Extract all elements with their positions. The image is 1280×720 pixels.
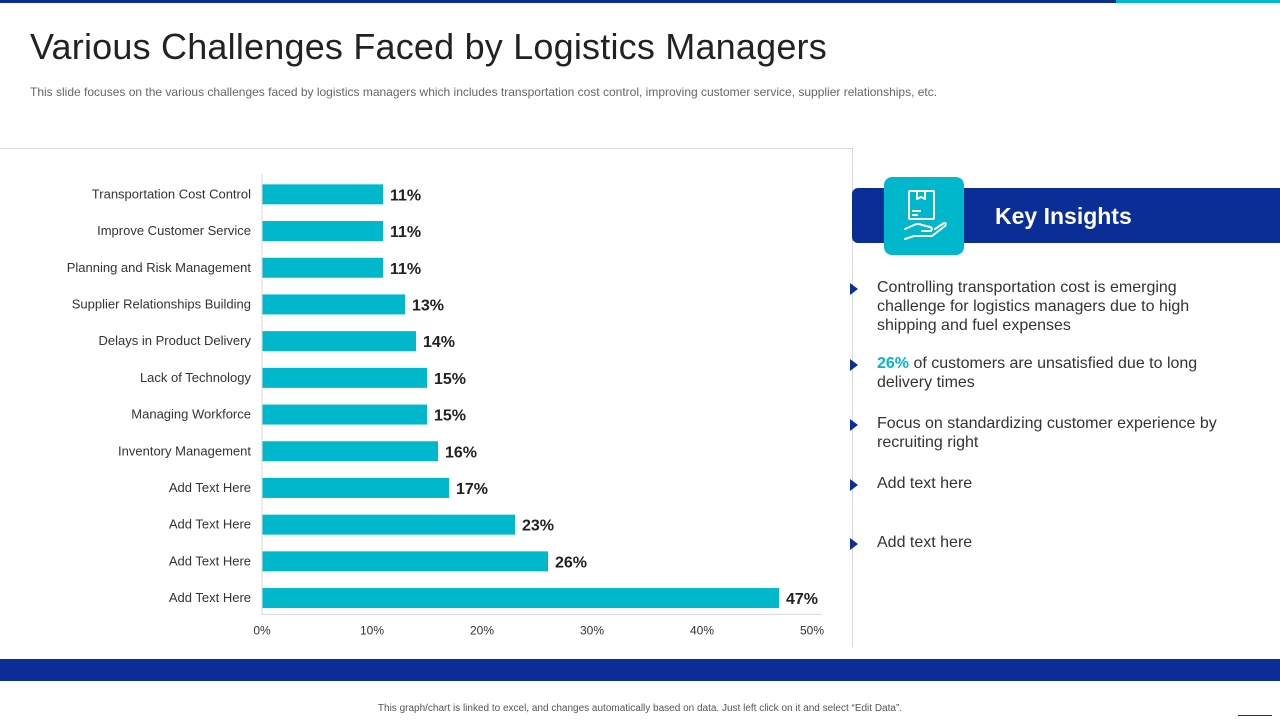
chart-panel: Transportation Cost Control 11% Improve Cu…	[0, 148, 853, 647]
category-label: Delays in Product Delivery	[99, 333, 252, 348]
bar	[262, 257, 383, 278]
box-on-hand-icon	[884, 177, 964, 255]
insight-text: of customers are unsatisfied due to long…	[877, 355, 1198, 391]
bullet-arrow-icon	[850, 359, 858, 371]
data-label: 15%	[434, 408, 466, 425]
data-label: 47%	[786, 591, 818, 608]
bar	[262, 404, 427, 425]
x-tick-label: 20%	[470, 623, 494, 637]
data-label: 16%	[445, 444, 477, 461]
insight-text: Focus on standardizing customer experien…	[877, 415, 1217, 451]
bar	[262, 477, 449, 498]
category-label: Supplier Relationships Building	[72, 296, 251, 311]
bullet-arrow-icon	[850, 419, 858, 431]
category-label: Improve Customer Service	[97, 223, 251, 238]
data-label: 13%	[412, 297, 444, 314]
insight-text: Add text here	[877, 534, 973, 551]
x-tick-label: 50%	[800, 623, 824, 637]
data-label: 11%	[390, 261, 421, 278]
top-accent-bar-cyan	[1116, 0, 1280, 3]
bar-chart: Transportation Cost Control 11% Improve Cu…	[67, 174, 824, 637]
bar	[262, 221, 383, 242]
bar	[262, 441, 438, 462]
bullet-arrow-icon	[850, 479, 858, 491]
top-accent-bar	[0, 0, 1116, 3]
bar	[262, 588, 779, 609]
category-label: Transportation Cost Control	[92, 186, 251, 201]
category-label: Add Text Here	[169, 517, 251, 532]
bar	[262, 551, 548, 572]
bar	[262, 294, 405, 315]
category-label: Add Text Here	[169, 480, 251, 495]
bullet-arrow-icon	[850, 283, 858, 295]
x-tick-label: 40%	[690, 623, 714, 637]
x-tick-label: 30%	[580, 623, 604, 637]
x-tick-label: 10%	[360, 623, 384, 637]
data-label: 14%	[423, 334, 455, 351]
insight-text: Add text here	[877, 475, 973, 492]
data-label: 26%	[555, 554, 587, 571]
data-label: 11%	[390, 187, 421, 204]
category-label: Add Text Here	[169, 553, 251, 568]
page-subtitle: This slide focuses on the various challe…	[30, 85, 938, 99]
footer-accent-line	[1238, 715, 1272, 716]
page-title: Various Challenges Faced by Logistics Ma…	[30, 26, 827, 67]
data-label: 15%	[434, 371, 466, 388]
bar	[262, 184, 383, 205]
bottom-band	[0, 659, 1280, 681]
category-label: Add Text Here	[169, 590, 251, 605]
insight-highlight: 26%	[877, 355, 910, 372]
bullet-arrow-icon	[850, 538, 858, 550]
footer-note: This graph/chart is linked to excel, and…	[377, 703, 903, 714]
category-label: Managing Workforce	[131, 407, 251, 422]
insight-text: Controlling transportation cost is emerg…	[877, 279, 1190, 334]
bar	[262, 367, 427, 388]
category-label: Inventory Management	[118, 443, 251, 458]
category-label: Lack of Technology	[140, 370, 252, 385]
data-label: 23%	[522, 518, 554, 535]
bar-group: Transportation Cost Control 11% Improve Cu…	[67, 184, 818, 609]
data-label: 17%	[456, 481, 488, 498]
category-label: Planning and Risk Management	[67, 260, 252, 275]
key-insights-title: Key Insights	[995, 203, 1132, 229]
x-tick-label: 0%	[253, 623, 271, 637]
bar	[262, 514, 515, 535]
bar	[262, 331, 416, 352]
data-label: 11%	[390, 224, 421, 241]
